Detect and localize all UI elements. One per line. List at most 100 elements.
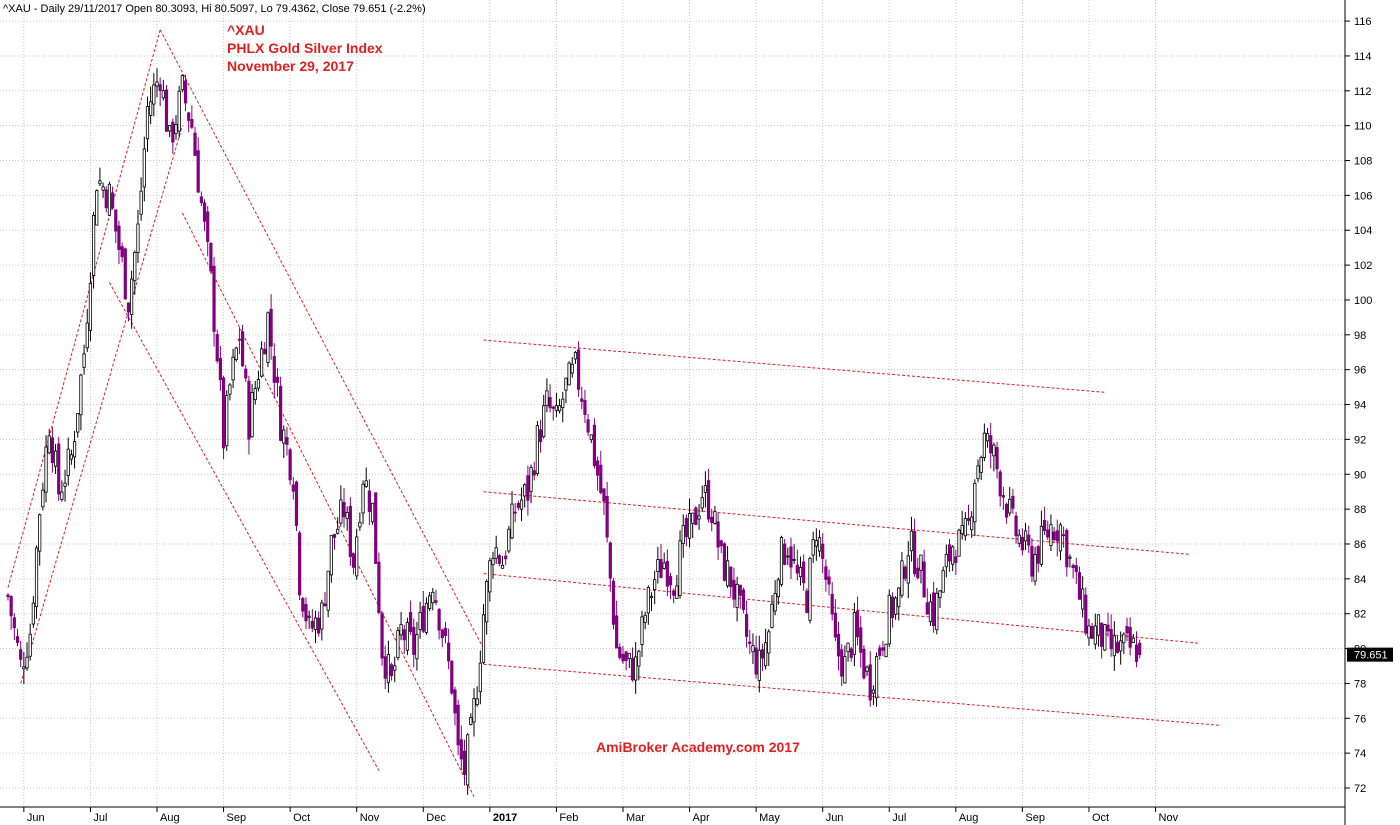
trendline <box>109 282 380 771</box>
candle-body <box>824 566 828 580</box>
candle-body <box>849 648 853 658</box>
candle-body <box>1068 556 1072 559</box>
y-tick-label: 100 <box>1354 295 1372 307</box>
candle-body <box>38 514 42 552</box>
candle-body <box>389 664 394 676</box>
x-tick-label: Jun <box>826 812 844 824</box>
candle-body <box>133 252 137 282</box>
candle-body <box>1084 594 1088 634</box>
candle-body <box>786 555 790 558</box>
x-tick-label: Aug <box>959 812 979 824</box>
candle-body <box>504 555 508 560</box>
y-tick-label: 82 <box>1354 609 1366 621</box>
candle-body <box>269 308 273 347</box>
candle-body <box>374 492 378 564</box>
candle-body <box>101 186 105 191</box>
candle-body <box>301 598 305 612</box>
candle-body <box>855 610 860 638</box>
candle-body <box>681 525 685 544</box>
candle-body <box>783 543 787 565</box>
candle-body <box>564 377 568 391</box>
x-tick-label: Sep <box>1025 812 1045 824</box>
candle-body <box>792 558 796 561</box>
candle-body <box>957 529 961 557</box>
candle-body <box>168 125 172 132</box>
candle-body <box>149 101 153 116</box>
candle-body <box>111 192 115 209</box>
candle-body <box>529 467 533 492</box>
x-axis-ticks: Jun Jul Aug Sep Oct Nov Dec 2017 Feb Mar Apr May Jun… <box>23 807 1179 824</box>
candle-body <box>989 435 993 454</box>
candle-body <box>757 649 761 681</box>
candle-body <box>767 631 771 654</box>
candle-body <box>450 660 454 694</box>
candle-body <box>1100 622 1104 647</box>
candle-body <box>808 558 812 621</box>
candle-body <box>174 124 178 135</box>
candle-body <box>545 390 549 407</box>
y-axis-ticks: 7274767880828486889092949698100102104106… <box>1345 16 1372 795</box>
candle-body <box>1125 626 1129 634</box>
candle-body <box>1027 534 1031 546</box>
candle-body <box>716 521 720 548</box>
x-tick-label: Dec <box>426 812 446 824</box>
candle-body <box>218 357 222 381</box>
candle-body <box>580 398 584 402</box>
candle-body <box>691 512 695 524</box>
candle-body <box>722 543 727 581</box>
candle-body <box>187 112 191 121</box>
candle-body <box>976 465 980 480</box>
candle-body <box>859 627 863 653</box>
candle-body <box>979 457 983 473</box>
candle-body <box>221 377 226 449</box>
x-tick-label: 2017 <box>493 812 517 824</box>
candle-body <box>881 647 885 651</box>
candle-body <box>396 630 400 658</box>
candle-body <box>215 334 219 362</box>
candle-body <box>903 566 907 579</box>
candle-body <box>386 654 391 683</box>
candle-body <box>630 657 635 681</box>
candle-body <box>63 482 67 487</box>
y-tick-label: 106 <box>1354 190 1372 202</box>
candle-body <box>795 564 799 574</box>
candle-body <box>713 511 717 524</box>
candle-body <box>811 539 815 556</box>
candle-body <box>900 560 904 596</box>
candle-body <box>830 593 834 615</box>
candle-body <box>897 587 901 608</box>
candle-body <box>329 534 333 576</box>
candle-body <box>107 183 112 216</box>
candle-body <box>1109 628 1113 650</box>
candle-body <box>1128 627 1132 648</box>
candle-body <box>776 579 780 598</box>
candle-body <box>932 592 936 627</box>
candle-body <box>665 560 669 587</box>
candle-body <box>1115 641 1120 653</box>
candle-body <box>424 602 429 633</box>
candle-body <box>754 647 758 675</box>
candles <box>6 68 1142 795</box>
candle-body <box>589 434 593 441</box>
y-tick-label: 108 <box>1354 156 1372 168</box>
candle-body <box>1122 633 1126 644</box>
x-tick-label: Mar <box>626 812 645 824</box>
candle-body <box>95 190 99 226</box>
y-tick-label: 98 <box>1354 330 1366 342</box>
candle-body <box>98 180 102 185</box>
candle-body <box>1023 530 1028 542</box>
candle-body <box>453 689 457 714</box>
candle-body <box>805 590 809 613</box>
candle-body <box>244 368 248 379</box>
candle-body <box>656 559 660 572</box>
candle-body <box>145 106 150 140</box>
candle-body <box>862 648 866 679</box>
candle-body <box>925 602 929 615</box>
candle-body <box>44 446 48 493</box>
candle-body <box>963 518 967 537</box>
candle-body <box>320 602 324 630</box>
candle-body <box>443 627 448 636</box>
candle-body <box>846 642 850 653</box>
candle-body <box>285 437 289 445</box>
